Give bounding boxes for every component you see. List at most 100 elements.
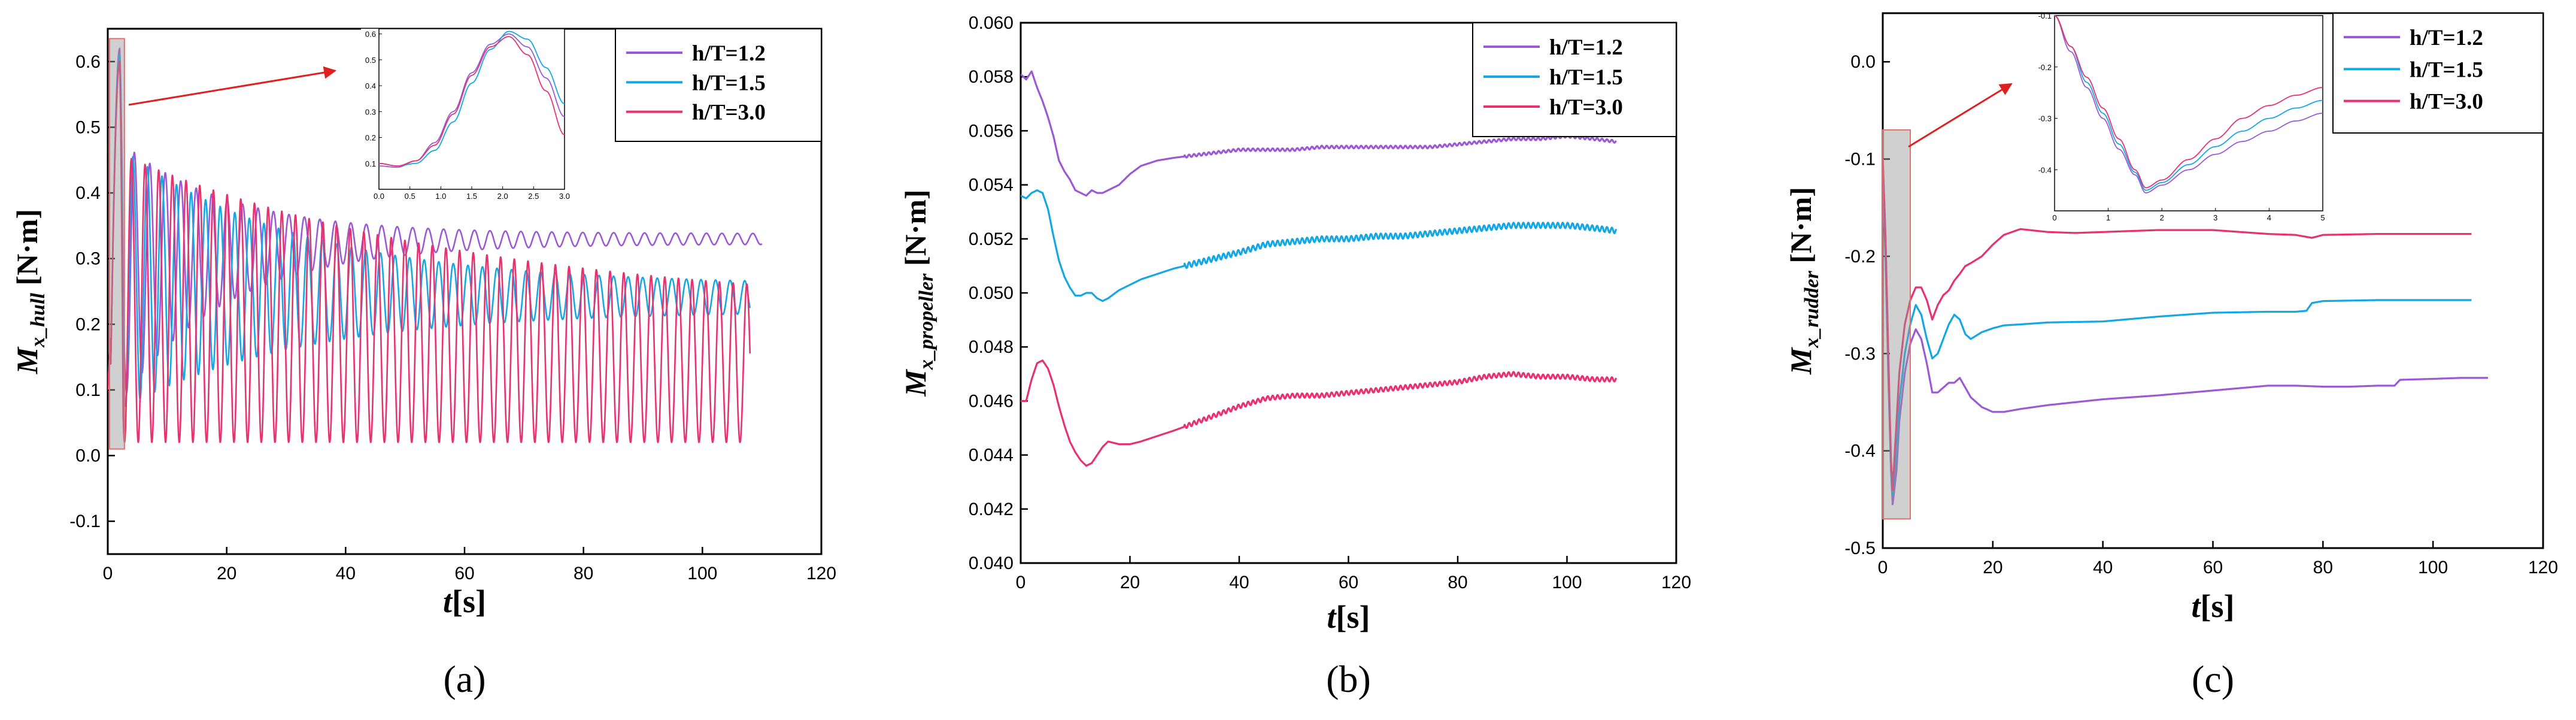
x-axis-title-unit: [s] [1336, 599, 1370, 635]
x-axis-title: t[s] [1327, 599, 1370, 635]
y-tick-label: 0.0 [75, 446, 101, 466]
y-tick-label: 0.6 [75, 52, 101, 72]
legend-label: h/T=3.0 [2410, 90, 2483, 114]
y-axis-title: Mx_hull [N·m] [10, 209, 49, 374]
zoom-highlight-box [108, 38, 125, 450]
x-axis-title-main: t [1327, 599, 1337, 635]
y-tick-label: 0.042 [969, 500, 1014, 519]
zoom-arrow [128, 66, 337, 106]
y-tick-label: -0.1 [2038, 11, 2052, 20]
y-axis-title-main: M [899, 369, 932, 397]
x-tick-label: 100 [1552, 573, 1582, 592]
y-tick-label: 0.050 [969, 283, 1014, 303]
chart-panel-2: 0 20 40 60 80 100 120 0.040 0.042 0.044 0.046 0.048… [899, 13, 1691, 700]
y-tick-label: -0.2 [1844, 247, 1876, 267]
series-line-h/T=3.0 [108, 60, 751, 443]
x-tick-label: 1.5 [466, 192, 477, 201]
y-tick-label: -0.1 [1844, 150, 1876, 170]
legend-label: h/T=1.2 [692, 41, 766, 66]
y-tick-label: -0.4 [1844, 441, 1876, 461]
zoom-highlight-box [1882, 129, 1911, 520]
legend: h/T=1.2 h/T=1.5 h/T=3.0 [2332, 13, 2544, 134]
series-group [1883, 159, 2489, 506]
inset-series-line-h/T=1.5 [2054, 15, 2323, 191]
x-tick-label: 40 [336, 564, 356, 583]
series-line-h/T=1.2 [1883, 178, 2489, 506]
y-axis-title-sub: x_rudder [1801, 270, 1823, 348]
legend-label: h/T=1.5 [692, 71, 766, 95]
y-axis-title-main: M [10, 346, 44, 374]
x-tick-label: 0 [1878, 558, 1888, 577]
y-tick-label: 0.048 [969, 337, 1014, 357]
y-tick-label: 0.040 [969, 553, 1014, 573]
x-tick-label: 120 [2528, 558, 2558, 577]
y-axis-title: Mx_propeller [N·m] [899, 189, 937, 397]
x-tick-label: 0.5 [405, 192, 415, 201]
y-axis-title-unit: [N·m] [10, 209, 44, 293]
x-tick-label: 3.0 [559, 192, 570, 201]
x-tick-label: 40 [1229, 573, 1249, 592]
x-tick-label: 100 [687, 564, 717, 583]
y-tick-label: 0.054 [969, 176, 1014, 195]
y-tick-label: 0.3 [365, 107, 376, 116]
legend-box [1472, 22, 1677, 137]
y-tick-label: 0.1 [365, 159, 376, 168]
y-tick-label: 0.052 [969, 229, 1014, 249]
x-axis-title-main: t [443, 583, 453, 619]
series-line-h/T=3.0 [1883, 159, 2472, 491]
y-axis-title-unit: [N·m] [899, 189, 932, 273]
inset-series-line-h/T=3.0 [378, 36, 565, 167]
x-tick-label: 3 [2213, 213, 2217, 222]
y-tick-label: 0.058 [969, 67, 1014, 87]
legend-label: h/T=3.0 [1549, 95, 1623, 120]
y-axis-title-unit: [N·m] [1784, 187, 1818, 271]
x-tick-label: 100 [2418, 558, 2448, 577]
y-tick-label: 0.4 [365, 81, 376, 90]
legend-box [2332, 13, 2544, 134]
y-tick-label: -0.4 [2038, 165, 2052, 174]
y-tick-label: 0.044 [969, 446, 1014, 465]
chart-panel-3: 0 20 40 60 80 100 120 -0.5 -0.4 -0.3 -0.2 -0.1 0.0 0 1… [1784, 11, 2558, 700]
y-axis-title-sub: x_hull [27, 292, 49, 347]
inset-series-line-h/T=3.0 [2054, 15, 2323, 189]
x-tick-label: 60 [2203, 558, 2223, 577]
series-line-h/T=1.5 [1883, 159, 2472, 496]
x-tick-label: 1.0 [435, 192, 446, 201]
x-tick-label: 2 [2160, 213, 2164, 222]
x-axis-title-unit: [s] [452, 583, 486, 619]
legend-box [615, 28, 822, 142]
x-axis-title-main: t [2192, 588, 2202, 624]
x-tick-label: 1 [2106, 213, 2110, 222]
y-tick-label: 0.0 [1850, 52, 1876, 72]
x-axis-title-unit: [s] [2201, 588, 2235, 624]
y-tick-label: -0.5 [1844, 539, 1876, 558]
x-tick-label: 60 [1339, 573, 1358, 592]
inset-series-line-h/T=1.5 [378, 31, 565, 167]
y-tick-label: -0.3 [1844, 344, 1876, 364]
series-group [108, 47, 763, 443]
series-line-h/T=3.0 [1021, 359, 1618, 467]
x-tick-label: 0 [1016, 573, 1026, 592]
y-axis-title: Mx_rudder [N·m] [1784, 187, 1823, 375]
panel-label: (c) [2192, 658, 2234, 700]
y-tick-label: 0.5 [365, 56, 376, 65]
y-tick-label: 0.060 [969, 13, 1014, 33]
y-tick-label: 0.2 [75, 314, 101, 334]
y-tick-label: 0.3 [75, 249, 101, 269]
x-tick-label: 120 [806, 564, 836, 583]
legend-label: h/T=3.0 [692, 101, 766, 125]
y-axis-title-main: M [1784, 347, 1818, 375]
series-line-h/T=1.2 [1021, 70, 1617, 197]
inset-series-line-h/T=1.2 [2054, 15, 2323, 193]
x-tick-label: 20 [217, 564, 236, 583]
y-tick-label: -0.2 [2038, 63, 2052, 72]
panel-label: (a) [443, 658, 486, 700]
chart-panel-1: 0 20 40 60 80 100 120 -0.1 0.0 0.1 0.2 0.3 0.4 0.5 0.6… [10, 28, 836, 700]
y-tick-label: 0.1 [75, 380, 101, 400]
x-tick-label: 120 [1661, 573, 1691, 592]
x-tick-label: 40 [2093, 558, 2113, 577]
y-tick-label: 0.6 [365, 30, 376, 39]
x-tick-label: 2.0 [497, 192, 508, 201]
x-axis-title: t[s] [2192, 588, 2235, 624]
